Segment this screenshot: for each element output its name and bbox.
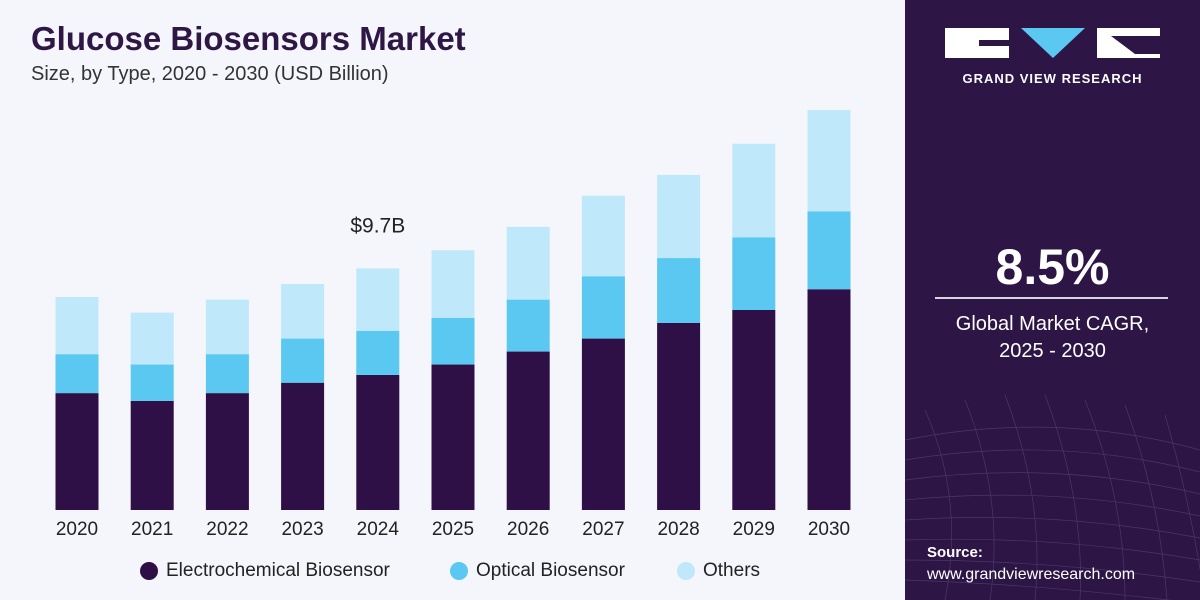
- legend-label-optical: Optical Biosensor: [476, 560, 625, 581]
- bar-optical-biosensor-2023: [281, 338, 325, 383]
- bar-others-2030: [807, 110, 851, 212]
- bar-electrochemical-biosensor-2028: [657, 322, 701, 510]
- legend-item-optical: Optical Biosensor: [450, 560, 625, 582]
- brand-name: GRAND VIEW RESEARCH: [962, 71, 1143, 86]
- legend-label-electrochemical: Electrochemical Biosensor: [166, 560, 390, 581]
- bar-others-2021: [130, 312, 174, 365]
- bar-others-2025: [431, 250, 475, 318]
- legend-item-electrochemical: Electrochemical Biosensor: [140, 560, 390, 582]
- bar-optical-biosensor-2030: [807, 211, 851, 290]
- bar-optical-biosensor-2020: [55, 354, 99, 394]
- bar-electrochemical-biosensor-2022: [205, 393, 249, 510]
- bar-others-2029: [732, 143, 776, 238]
- x-tick-label-2024: 2024: [357, 519, 400, 540]
- bar-electrochemical-biosensor-2029: [732, 310, 776, 510]
- x-tick-label-2020: 2020: [56, 519, 98, 540]
- bar-optical-biosensor-2024: [356, 330, 400, 375]
- bar-optical-biosensor-2025: [431, 317, 475, 365]
- grand-view-research-logo: [945, 28, 1160, 58]
- bar-electrochemical-biosensor-2025: [431, 364, 475, 510]
- bar-others-2020: [55, 297, 99, 355]
- chart-legend: Electrochemical Biosensor Optical Biosen…: [0, 560, 905, 590]
- source-url[interactable]: www.grandviewresearch.com: [927, 566, 1136, 583]
- legend-swatch-electrochemical: [140, 562, 158, 580]
- bar-others-2023: [281, 284, 325, 339]
- bar-electrochemical-biosensor-2024: [356, 374, 400, 510]
- legend-swatch-optical: [450, 562, 468, 580]
- bar-optical-biosensor-2029: [732, 237, 776, 310]
- chart-panel: Glucose Biosensors Market Size, by Type,…: [0, 0, 905, 600]
- x-tick-label-2023: 2023: [281, 519, 323, 540]
- bar-optical-biosensor-2022: [205, 354, 249, 394]
- x-tick-label-2029: 2029: [733, 519, 775, 540]
- x-tick-label-2022: 2022: [206, 519, 248, 540]
- bar-electrochemical-biosensor-2021: [130, 400, 174, 510]
- legend-label-others: Others: [703, 560, 761, 581]
- bar-optical-biosensor-2021: [130, 364, 174, 401]
- bar-others-2022: [205, 299, 249, 355]
- bar-others-2024: [356, 268, 400, 331]
- cagr-label: Global Market CAGR, 2025 - 2030: [905, 311, 1200, 365]
- bar-optical-biosensor-2026: [506, 299, 550, 352]
- x-tick-label-2027: 2027: [582, 519, 624, 540]
- stacked-bar-chart: 2020 2021 2022 2023 2024 2025 2026 2027 2028 2029…: [55, 110, 851, 540]
- annotation-2024-total: $9.7B: [350, 214, 405, 237]
- x-tick-label-2028: 2028: [657, 519, 699, 540]
- mesh-pattern-decoration: [905, 394, 1200, 600]
- source-label: Source:: [927, 544, 983, 561]
- cagr-label-line2: 2025 - 2030: [999, 340, 1106, 362]
- bar-electrochemical-biosensor-2027: [581, 338, 625, 510]
- cagr-divider: [935, 297, 1168, 299]
- cagr-label-line1: Global Market CAGR,: [955, 313, 1150, 335]
- bar-optical-biosensor-2028: [657, 258, 701, 323]
- bar-electrochemical-biosensor-2020: [55, 393, 99, 510]
- legend-swatch-others: [677, 562, 695, 580]
- bar-others-2028: [657, 174, 701, 259]
- x-tick-label-2025: 2025: [432, 519, 474, 540]
- x-tick-label-2030: 2030: [808, 519, 850, 540]
- side-panel: GRAND VIEW RESEARCH 8.5% Global Market C…: [905, 0, 1200, 600]
- chart-subtitle: Size, by Type, 2020 - 2030 (USD Billion): [31, 63, 389, 85]
- x-tick-label-2026: 2026: [507, 519, 549, 540]
- bar-others-2027: [581, 195, 625, 277]
- bar-electrochemical-biosensor-2026: [506, 351, 550, 510]
- chart-title: Glucose Biosensors Market: [31, 20, 466, 57]
- legend-item-others: Others: [677, 560, 760, 582]
- bar-electrochemical-biosensor-2023: [281, 382, 325, 510]
- x-tick-label-2021: 2021: [131, 519, 173, 540]
- bar-others-2026: [506, 226, 550, 300]
- bar-optical-biosensor-2027: [581, 276, 625, 339]
- cagr-value: 8.5%: [995, 239, 1110, 295]
- bar-electrochemical-biosensor-2030: [807, 289, 851, 510]
